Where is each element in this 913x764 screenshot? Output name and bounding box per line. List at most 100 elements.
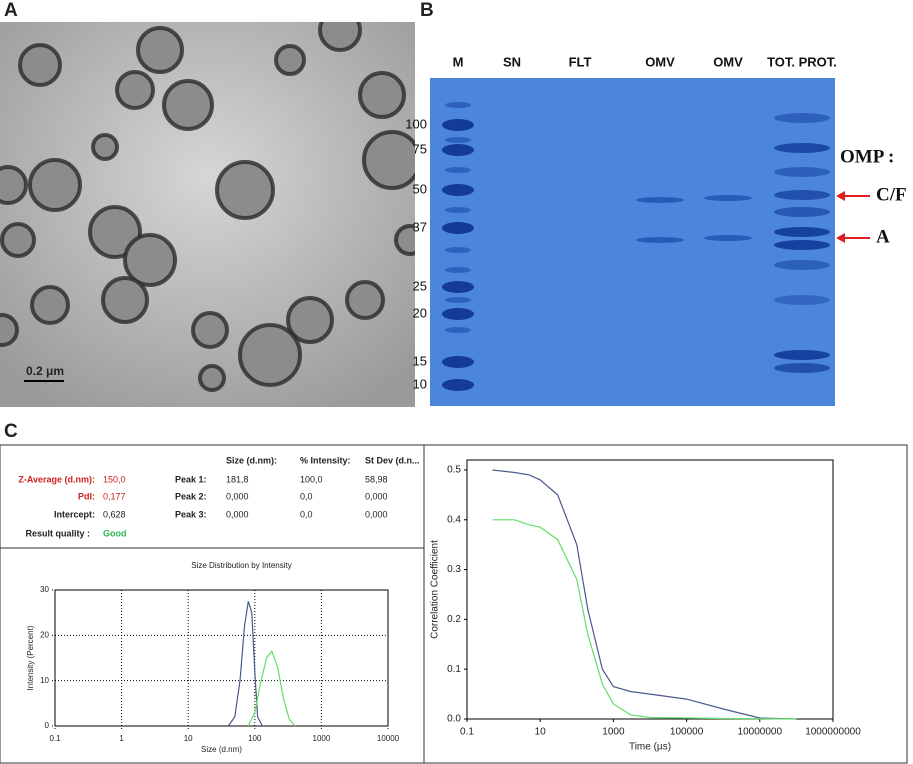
peak-value: 0,0 <box>300 491 313 501</box>
marker-band <box>445 167 471 173</box>
marker-band <box>445 137 471 143</box>
lane-label: M <box>453 54 464 69</box>
scale-bar-label: 0.2 μm <box>26 364 64 378</box>
vesicle <box>28 158 82 212</box>
x-tick-label: 0.1 <box>49 734 61 743</box>
summary-label: Intercept: <box>54 509 95 519</box>
vesicle <box>18 43 62 87</box>
x-tick-label: 1000 <box>602 727 625 738</box>
band <box>774 295 830 305</box>
panel-label: C <box>4 421 18 442</box>
x-tick-label: 10000000 <box>738 727 783 738</box>
x-axis-label: Time (µs) <box>629 742 671 753</box>
band <box>774 207 830 217</box>
vesicle <box>91 133 119 161</box>
micrograph <box>0 22 415 407</box>
vesicle <box>362 130 415 190</box>
vesicle <box>30 285 70 325</box>
summary-label: Z-Average (d.nm): <box>18 474 95 484</box>
vesicle <box>0 313 19 347</box>
band <box>774 143 830 153</box>
micrograph-background <box>0 22 415 407</box>
table-header: Size (d.nm): <box>226 455 277 465</box>
lane-label: FLT <box>569 54 592 69</box>
peak-value: 100,0 <box>300 474 323 484</box>
band <box>636 197 684 203</box>
summary-value: 150,0 <box>103 474 126 484</box>
vesicle <box>274 44 306 76</box>
band <box>774 190 830 200</box>
series-line <box>247 649 296 727</box>
annotation-title: OMP : <box>840 146 894 167</box>
peak-label: Peak 1: <box>175 474 207 484</box>
marker-label: 75 <box>413 141 427 156</box>
dls-panel <box>0 444 908 764</box>
gel-bands <box>442 102 830 391</box>
x-tick-label: 10000 <box>377 734 400 743</box>
peak-value: 58,98 <box>365 474 388 484</box>
x-axis-label: Size (d.nm) <box>201 745 242 754</box>
peak-value: 181,8 <box>226 474 249 484</box>
marker-band <box>445 247 471 253</box>
band <box>774 240 830 250</box>
marker-band <box>442 379 474 391</box>
y-tick-label: 0.1 <box>447 664 461 675</box>
marker-label: 15 <box>413 353 427 368</box>
vesicle <box>318 22 362 52</box>
vesicle <box>162 79 214 131</box>
y-tick-label: 0.0 <box>447 714 461 725</box>
marker-band <box>442 144 474 156</box>
marker-label: 100 <box>405 116 427 131</box>
vesicle <box>286 296 334 344</box>
peak-value: 0,000 <box>365 509 388 519</box>
panel-label: B <box>420 0 434 21</box>
marker-band <box>445 267 471 273</box>
band <box>704 235 752 241</box>
quality-label: Result quality : <box>25 528 90 538</box>
band <box>774 167 830 177</box>
chart-title: Size Distribution by Intensity <box>191 561 292 570</box>
marker-label: 37 <box>413 219 427 234</box>
series-line <box>227 601 263 727</box>
lane-label: SN <box>503 54 521 69</box>
band <box>704 195 752 201</box>
peak-label: Peak 2: <box>175 491 207 501</box>
y-tick-label: 20 <box>40 630 49 639</box>
arrow-label: C/F <box>876 184 907 205</box>
plot-frame <box>54 589 389 727</box>
vesicle <box>215 160 275 220</box>
summary-value: 0,628 <box>103 509 126 519</box>
marker-label: 50 <box>413 181 427 196</box>
vesicle <box>0 222 36 258</box>
marker-band <box>442 222 474 234</box>
y-tick-label: 30 <box>40 585 49 594</box>
peak-value: 0,000 <box>226 509 249 519</box>
vesicle <box>0 165 28 205</box>
y-tick-label: 0.4 <box>447 514 461 525</box>
band <box>636 237 684 243</box>
band <box>774 113 830 123</box>
band <box>774 260 830 270</box>
panel-label: A <box>4 0 18 21</box>
y-tick-label: 0 <box>45 721 50 730</box>
marker-band <box>445 102 471 108</box>
y-tick-label: 0.2 <box>447 614 461 625</box>
vesicle <box>123 233 177 287</box>
lane-label: OMV <box>713 54 743 69</box>
vesicle <box>198 364 226 392</box>
vesicle <box>136 26 184 74</box>
plot-frame <box>466 459 834 720</box>
band <box>774 350 830 360</box>
band <box>774 227 830 237</box>
vesicle <box>345 280 385 320</box>
marker-band <box>442 281 474 293</box>
x-tick-label: 100 <box>248 734 262 743</box>
x-tick-label: 0.1 <box>460 727 474 738</box>
vesicle <box>394 224 415 256</box>
marker-band <box>442 356 474 368</box>
vesicle <box>115 70 155 110</box>
marker-label: 10 <box>413 376 427 391</box>
peak-value: 0,0 <box>300 509 313 519</box>
vesicle <box>101 276 149 324</box>
